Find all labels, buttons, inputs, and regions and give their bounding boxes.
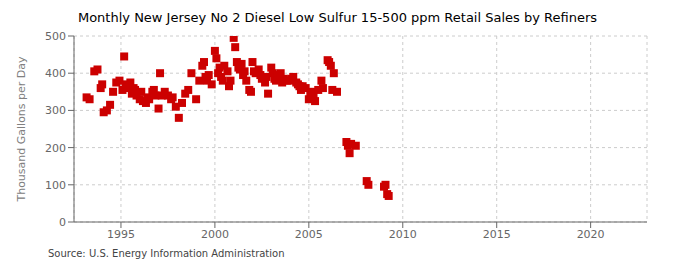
svg-text:2000: 2000 (201, 228, 229, 241)
svg-text:300: 300 (45, 104, 66, 117)
svg-text:2005: 2005 (295, 228, 323, 241)
svg-text:1995: 1995 (107, 228, 135, 241)
svg-text:100: 100 (45, 179, 66, 192)
svg-text:2020: 2020 (577, 228, 605, 241)
svg-text:Thousand Gallons per Day: Thousand Gallons per Day (15, 56, 28, 203)
svg-text:500: 500 (45, 30, 66, 43)
svg-text:400: 400 (45, 67, 66, 80)
html-text:Source: U.S. Energy Informatio: Source: U.S. Energy Information Administ… (48, 248, 285, 259)
svg-text:200: 200 (45, 142, 66, 155)
html-text:Monthly New Jersey No 2 Diesel: Monthly New Jersey No 2 Diesel Low Sulfu… (78, 10, 597, 25)
svg-text:2015: 2015 (483, 228, 511, 241)
svg-text:0: 0 (59, 216, 66, 229)
svg-text:2010: 2010 (389, 228, 417, 241)
